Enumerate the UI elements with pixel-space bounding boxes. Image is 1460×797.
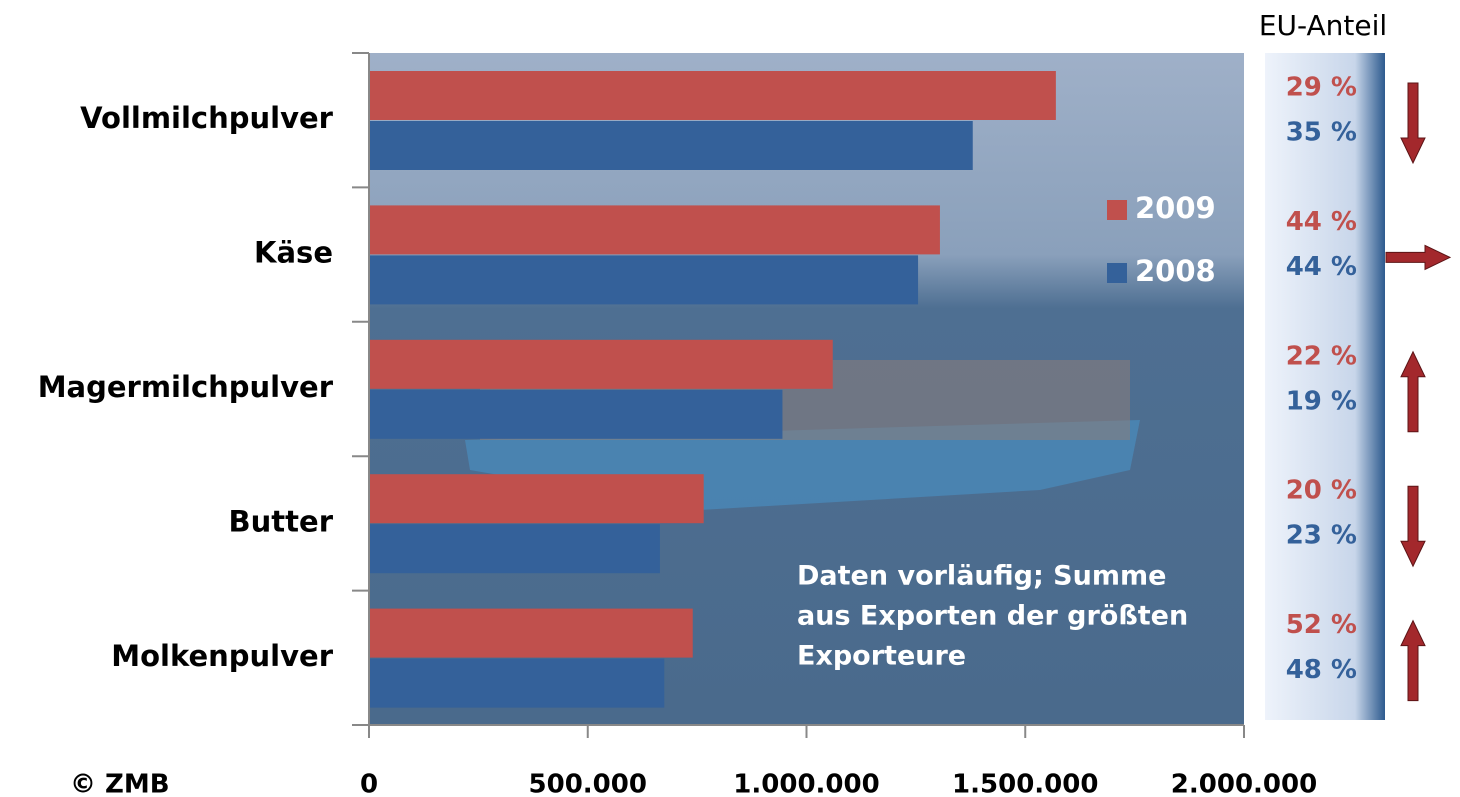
eu-share-label: 20 % — [1286, 476, 1357, 506]
bar — [369, 390, 782, 439]
annotation: Exporteure — [797, 641, 966, 672]
bar — [369, 71, 1056, 120]
trend-arrow — [1401, 621, 1425, 701]
category-label: Vollmilchpulver — [80, 101, 334, 135]
x-tick-label: 1.500.000 — [952, 770, 1098, 797]
legend-label: 2008 — [1135, 254, 1216, 288]
bar — [369, 524, 660, 573]
bar — [369, 474, 704, 523]
trend-arrow — [1386, 245, 1450, 269]
bar — [369, 340, 833, 389]
bar — [369, 121, 973, 170]
annotation: aus Exporten der größten — [797, 601, 1188, 632]
x-tick-label: 0 — [360, 770, 378, 797]
eu-title: EU-Anteil — [1259, 9, 1387, 42]
category-label: Butter — [229, 504, 334, 538]
eu-share-label: 23 % — [1286, 521, 1357, 551]
annotation: Daten vorläufig; Summe — [797, 561, 1166, 592]
trend-arrow — [1401, 352, 1425, 432]
trend-arrow — [1401, 83, 1425, 163]
eu-share-label: 29 % — [1286, 73, 1357, 103]
credit: © ZMB — [70, 770, 170, 797]
bar — [369, 205, 940, 254]
eu-share-label: 44 % — [1286, 207, 1357, 237]
category-label: Magermilchpulver — [38, 370, 334, 404]
trend-arrow — [1401, 486, 1425, 566]
eu-share-label: 19 % — [1286, 386, 1357, 416]
legend-swatch — [1107, 263, 1127, 283]
eu-share-label: 52 % — [1286, 610, 1357, 640]
category-label: Käse — [254, 236, 333, 270]
x-tick-label: 2.000.000 — [1171, 770, 1317, 797]
bar — [369, 255, 918, 304]
x-tick-label: 500.000 — [529, 770, 647, 797]
bar — [369, 659, 664, 708]
eu-share-label: 48 % — [1286, 655, 1357, 685]
legend-label: 2009 — [1135, 191, 1216, 225]
eu-share-label: 22 % — [1286, 341, 1357, 371]
category-label: Molkenpulver — [111, 639, 333, 673]
bar — [369, 609, 693, 658]
chart: EU-Anteil © ZMB Vollmilchpulver Käse Mager… — [0, 0, 1460, 797]
legend-swatch — [1107, 200, 1127, 220]
x-tick-label: 1.000.000 — [733, 770, 879, 797]
eu-share-label: 35 % — [1286, 118, 1357, 148]
eu-share-label: 44 % — [1286, 252, 1357, 282]
